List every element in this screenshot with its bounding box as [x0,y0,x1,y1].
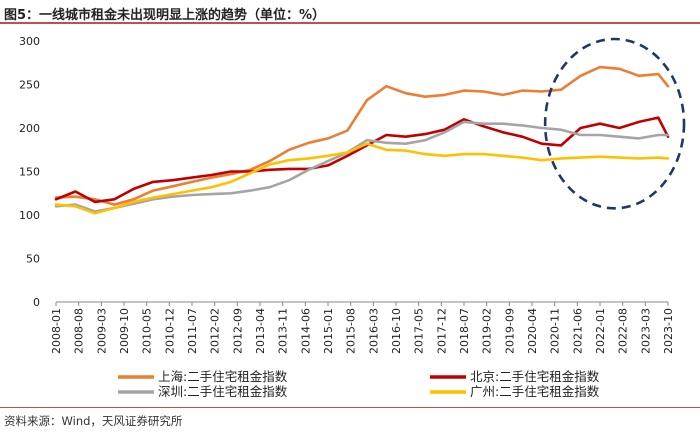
y-tick-label: 100 [19,209,40,222]
x-tick-label: 2012-02 [209,308,222,354]
axis-layer: 0 50 100 150 200 250 300 2008-01 2008-08 2009-03 2… [19,35,675,354]
x-tick-label: 2019-02 [481,308,494,354]
legend-label: 广州:二手住宅租金指数 [470,384,600,399]
y-tick-label: 300 [19,35,40,48]
line-chart: 0 50 100 150 200 250 300 2008-01 2008-08 2009-03 2… [19,35,686,399]
y-tick-label: 150 [19,166,40,179]
x-tick-label: 2012-09 [231,308,244,354]
x-tick-label: 2009-10 [118,308,131,354]
x-tick-label: 2017-05 [413,308,426,354]
series-line-2 [54,116,670,204]
x-tick-label: 2010-05 [141,308,154,354]
x-tick-label: 2020-11 [549,308,562,354]
chart-title: 图5：一线城市租金未出现明显上涨的趋势（单位：%） [4,8,326,23]
x-tick-label: 2011-07 [186,308,199,354]
x-tick-label: 2022-01 [594,308,607,354]
series-layer [54,65,670,215]
legend-label: 上海:二手住宅租金指数 [158,369,288,384]
x-tick-label: 2008-08 [73,308,86,354]
annotation-layer [543,37,686,210]
x-tick-label: 2017-12 [435,308,448,354]
y-tick-label: 250 [19,79,40,92]
legend-label: 深圳:二手住宅租金指数 [158,384,288,399]
source-note: 资料来源：Wind，天风证券研究所 [4,414,183,428]
x-tick-label: 2009-03 [95,308,108,354]
x-tick-label: 2015-01 [322,308,335,354]
series-line-1 [54,65,670,206]
x-tick-label: 2016-03 [367,308,380,354]
x-tick-label: 2023-10 [662,308,675,354]
x-tick-label: 2016-10 [390,308,403,354]
x-tick-label: 2014-06 [299,308,312,354]
x-tick-label: 2019-09 [503,308,516,354]
x-tick-label: 2020-04 [526,308,539,354]
x-tick-label: 2013-11 [277,308,290,354]
title-rule [0,22,700,24]
x-tick-label: 2008-01 [50,308,63,354]
series-line-4 [54,142,670,215]
x-tick-label: 2015-08 [345,308,358,354]
y-tick-label: 0 [33,296,40,309]
x-tick-label: 2022-08 [617,308,630,354]
x-tick-label: 2013-04 [254,308,267,354]
x-tick-label: 2023-03 [639,308,652,354]
legend-label: 北京:二手住宅租金指数 [470,369,600,384]
x-tick-label: 2010-12 [163,308,176,354]
highlight-ellipse [543,37,686,210]
x-tick-label: 2021-06 [571,308,584,354]
y-tick-label: 50 [26,253,40,266]
series-line-3 [54,120,670,213]
y-tick-label: 200 [19,122,40,135]
x-tick-label: 2018-07 [458,308,471,354]
source-rule [0,407,700,408]
